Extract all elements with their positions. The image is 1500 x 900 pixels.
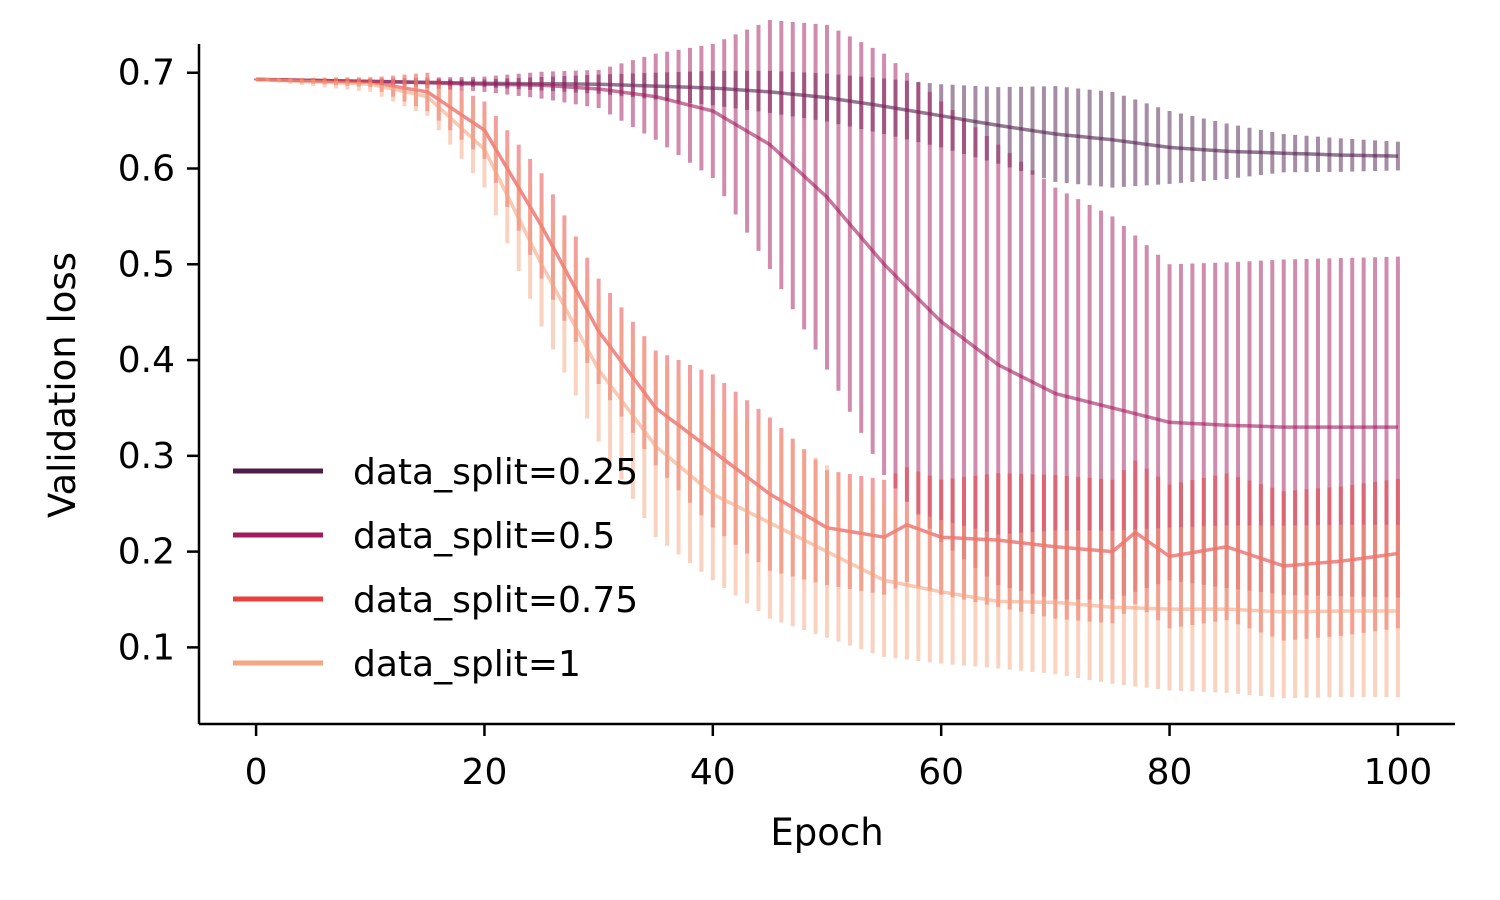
x-tick-label: 60	[918, 752, 964, 793]
y-tick-label: 0.2	[118, 532, 175, 573]
x-tick-label: 0	[245, 752, 268, 793]
legend-label: data_split=0.25	[353, 452, 638, 493]
legend-item: data_split=0.25	[233, 452, 638, 493]
y-tick-label: 0.1	[118, 627, 175, 668]
x-axis-label: Epoch	[770, 811, 883, 854]
x-tick-label: 40	[690, 752, 736, 793]
legend-label: data_split=0.5	[353, 516, 615, 557]
series-line	[256, 77, 1398, 429]
legend-label: data_split=0.75	[353, 580, 638, 621]
legend-item: data_split=0.75	[233, 580, 638, 621]
y-tick-label: 0.5	[118, 244, 175, 285]
legend-label: data_split=1	[353, 644, 581, 685]
ticks: 0 20 40 60 80 100 0.1 0.2 0.3 0.4 0.5 0.6 0.7	[118, 53, 1433, 793]
y-tick-label: 0.6	[118, 149, 175, 190]
axes	[197, 44, 1455, 726]
legend: data_split=0.25 data_split=0.5 data_split=…	[233, 452, 638, 685]
x-tick-label: 20	[462, 752, 508, 793]
series-4	[254, 76, 1400, 699]
series-line	[256, 77, 1398, 614]
y-tick-label: 0.3	[118, 436, 175, 477]
y-tick-label: 0.7	[118, 53, 175, 94]
legend-item: data_split=0.5	[233, 516, 615, 557]
y-tick-label: 0.4	[118, 340, 175, 381]
x-tick-label: 80	[1147, 752, 1193, 793]
y-axis-label: Validation loss	[41, 252, 84, 518]
legend-item: data_split=1	[233, 644, 581, 685]
series-layer	[254, 20, 1400, 699]
x-tick-label: 100	[1364, 752, 1433, 793]
